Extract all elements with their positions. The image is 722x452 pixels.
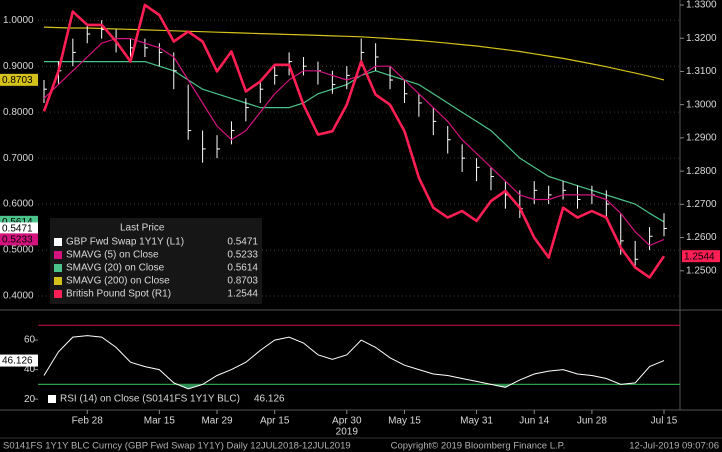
legend-value: 46.126 bbox=[254, 394, 285, 405]
value-tag-label: 0.8703 bbox=[2, 75, 33, 86]
value-tag-label: 46.126 bbox=[2, 356, 33, 367]
y2-tick-label: 1.2900 bbox=[686, 133, 717, 144]
legend-box bbox=[50, 218, 262, 304]
legend-value: 0.5614 bbox=[227, 263, 258, 274]
value-tag-label: 0.5233 bbox=[2, 235, 33, 246]
value-tag bbox=[0, 73, 38, 86]
legend-value: 0.8703 bbox=[227, 276, 258, 287]
value-tag-label: 1.2544 bbox=[684, 251, 715, 262]
x-tick-label: Apr 30 bbox=[332, 416, 362, 427]
y2-tick-label: 1.2700 bbox=[686, 199, 717, 210]
x-tick-label: Jun 28 bbox=[577, 416, 607, 427]
legend-label: SMAVG (200) on Close bbox=[66, 276, 170, 287]
y-tick-label: 20 bbox=[24, 394, 36, 405]
legend-value: 0.5233 bbox=[227, 250, 258, 261]
y2-tick-label: 1.3200 bbox=[686, 33, 717, 44]
legend-label: SMAVG (5) on Close bbox=[66, 250, 159, 261]
footer-center: Copyright© 2019 Bloomberg Finance L.P. bbox=[391, 441, 566, 452]
x-tick-label: Mar 15 bbox=[144, 416, 176, 427]
y-tick-label: 40 bbox=[24, 364, 36, 375]
value-tag bbox=[0, 222, 38, 235]
y-tick-label: 1.0000 bbox=[3, 15, 34, 26]
footer-left: S0141FS 1Y1Y BLC Curncy (GBP Fwd Swap 1Y… bbox=[3, 441, 351, 452]
y-tick-label: 0.7000 bbox=[3, 153, 34, 164]
legend-label: RSI (14) on Close (S0141FS 1Y1Y BLC) bbox=[60, 394, 240, 405]
y-tick-label: 60 bbox=[24, 335, 36, 346]
value-tag bbox=[682, 250, 720, 263]
y-tick-label: 0.9000 bbox=[3, 61, 34, 72]
legend-label: British Pound Spot (R1) bbox=[66, 289, 171, 300]
legend-value: 0.5471 bbox=[227, 237, 258, 248]
y-tick-label: 0.8000 bbox=[3, 107, 34, 118]
y2-tick-label: 1.3000 bbox=[686, 99, 717, 110]
x-tick-label: Apr 15 bbox=[260, 416, 290, 427]
legend-label: SMAVG (20) on Close bbox=[66, 263, 165, 274]
legend-value: 1.2544 bbox=[227, 289, 258, 300]
x-tick-label: May 15 bbox=[388, 416, 421, 427]
x-year-label: 2019 bbox=[336, 427, 359, 438]
y2-tick-label: 1.3300 bbox=[686, 0, 717, 11]
series-line bbox=[43, 335, 665, 390]
value-tag bbox=[0, 354, 38, 367]
x-tick-label: Jul 15 bbox=[651, 416, 678, 427]
series-line bbox=[42, 3, 666, 279]
legend-title: Last Price bbox=[120, 223, 165, 234]
value-tag-label: 0.5471 bbox=[2, 224, 33, 235]
y-tick-label: 0.4000 bbox=[3, 291, 34, 302]
x-tick-label: Feb 28 bbox=[72, 416, 104, 427]
legend-swatch bbox=[54, 290, 62, 298]
y-tick-label: 0.5000 bbox=[3, 245, 34, 256]
x-tick-label: May 31 bbox=[460, 416, 493, 427]
legend-label: GBP Fwd Swap 1Y1Y (L1) bbox=[66, 237, 184, 248]
legend-swatch bbox=[54, 264, 62, 272]
y-tick-label: 0.6000 bbox=[3, 199, 34, 210]
series-line bbox=[43, 38, 665, 247]
legend-swatch bbox=[48, 395, 56, 403]
series-line bbox=[43, 26, 665, 81]
value-tag bbox=[0, 233, 38, 246]
legend-swatch bbox=[54, 238, 62, 246]
y2-tick-label: 1.2500 bbox=[686, 265, 717, 276]
footer-right: 12-Jul-2019 09:07:06 bbox=[629, 441, 719, 452]
y2-tick-label: 1.2800 bbox=[686, 166, 717, 177]
legend-swatch bbox=[54, 277, 62, 285]
legend-swatch bbox=[54, 251, 62, 259]
x-tick-label: Mar 29 bbox=[201, 416, 233, 427]
x-tick-label: Jun 14 bbox=[519, 416, 549, 427]
y2-tick-label: 1.2600 bbox=[686, 232, 717, 243]
y2-tick-label: 1.3100 bbox=[686, 66, 717, 77]
